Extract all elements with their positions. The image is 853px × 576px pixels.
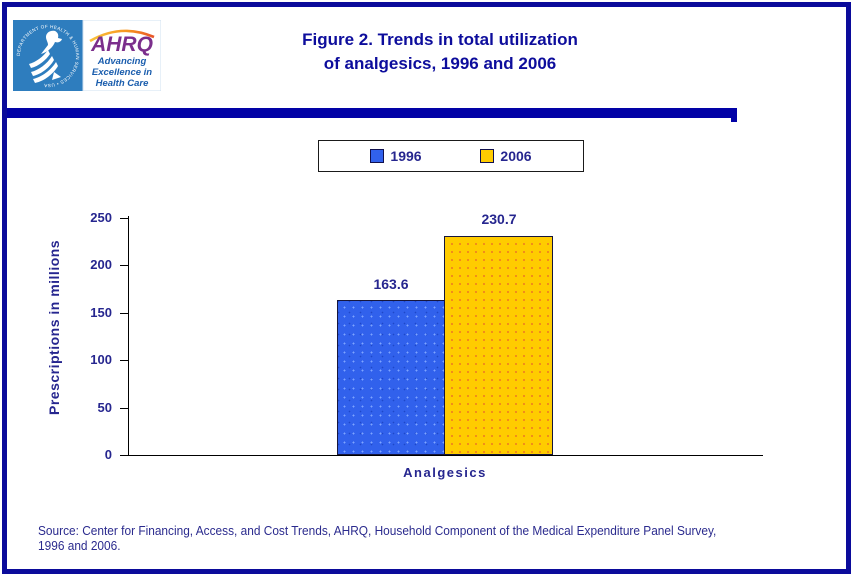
hhs-seal: DEPARTMENT OF HEALTH & HUMAN SERVICES • …: [13, 20, 83, 91]
y-tick-label-200: 200: [90, 257, 112, 272]
legend-label-2006: 2006: [500, 148, 532, 164]
ahrq-wordmark: AHRQ Advancing Excellence in Health Care: [82, 19, 162, 92]
legend-swatch-2006: [480, 149, 495, 163]
y-axis-title: Prescriptions in millions: [46, 239, 62, 416]
x-axis-line: [120, 455, 763, 456]
ahrq-logo: DEPARTMENT OF HEALTH & HUMAN SERVICES • …: [13, 19, 162, 92]
ahrq-logo-graphic: DEPARTMENT OF HEALTH & HUMAN SERVICES • …: [13, 19, 162, 92]
figure-title-line1: Figure 2. Trends in total utilization: [302, 30, 578, 49]
legend: 1996 2006: [318, 140, 584, 172]
legend-label-1996: 1996: [390, 148, 422, 164]
y-tick-mark: [120, 408, 129, 409]
y-tick-mark: [120, 265, 129, 266]
y-tick-mark: [120, 313, 129, 314]
bar-value-2006: 230.7: [481, 211, 517, 227]
header-rule-notch: [731, 118, 737, 122]
legend-swatch-1996: [370, 149, 385, 163]
y-tick-mark: [120, 218, 129, 219]
bar-2006: [444, 236, 553, 455]
source-note-line2: 1996 and 2006.: [38, 539, 121, 553]
y-tick-label-150: 150: [90, 305, 112, 320]
arc-swoosh-icon: [89, 29, 155, 43]
y-axis-line: [128, 216, 129, 456]
figure-title: Figure 2. Trends in total utilization of…: [180, 28, 700, 76]
y-tick-label-250: 250: [90, 210, 112, 225]
legend-item-2006: 2006: [480, 148, 532, 164]
legend-item-1996: 1996: [370, 148, 422, 164]
bar-value-1996: 163.6: [373, 276, 409, 292]
bar-1996: [337, 300, 445, 455]
y-tick-label-100: 100: [90, 352, 112, 367]
tagline-line3: Health Care: [96, 78, 150, 89]
y-tick-mark: [120, 360, 129, 361]
y-tick-label-0: 0: [104, 447, 112, 462]
ahrq-acronym: AHRQ: [90, 33, 153, 56]
source-note-line1: Source: Center for Financing, Access, an…: [38, 524, 717, 538]
tagline-line2: Excellence in: [92, 67, 152, 78]
hhs-eagle-icon: [29, 30, 62, 83]
source-note: Source: Center for Financing, Access, an…: [38, 524, 798, 554]
header-rule: [5, 108, 737, 118]
x-axis-label: Analgesics: [403, 465, 487, 480]
figure-title-line2: of analgesics, 1996 and 2006: [323, 54, 557, 73]
tagline-line1: Advancing: [97, 56, 147, 67]
y-tick-label-50: 50: [97, 400, 112, 415]
